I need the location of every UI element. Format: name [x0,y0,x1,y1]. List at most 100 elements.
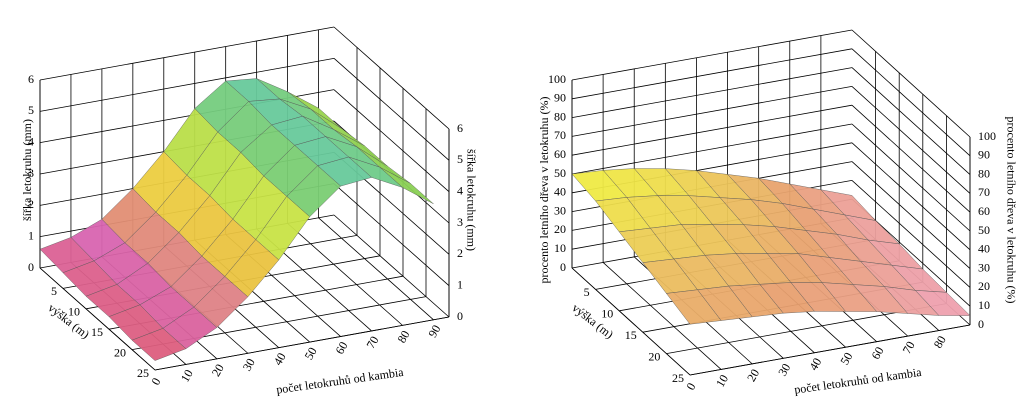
grid-line [333,58,450,161]
grid-line [851,48,971,157]
z-axis-title: šířka letokruhu (mm) [464,149,478,251]
z-tick-label: 10 [554,241,566,255]
z-tick-label: 30 [978,260,990,274]
x-tick-label: 80 [394,328,412,345]
grid-line [333,183,450,286]
grid-line [318,217,434,321]
y-tick-label: 5 [584,285,590,299]
x-tick-label: 10 [713,372,731,389]
y-tick-label: 20 [648,349,660,363]
z-tick-label: 1 [457,277,463,291]
x-axis-title: počet letokruhů od kambia [275,365,405,397]
grid-line [851,142,971,251]
y-tick-label: 15 [91,325,103,339]
x-tick-label: 40 [806,355,824,372]
x-tick-label: 50 [837,350,855,367]
z-axis-title: procento letního dřeva v letokruhu (%) [537,97,551,284]
x-tick-label: 60 [333,339,351,356]
grid-line [851,67,971,175]
y-tick-label: 10 [68,305,80,319]
z-tick-label: 0 [28,260,34,274]
y-tick-label: 20 [114,345,126,359]
grid-line [571,29,853,81]
y-tick-label: 25 [137,366,149,380]
z-tick-label: 2 [457,246,463,260]
z-tick-label: 1 [28,228,34,242]
axis-line [571,267,691,376]
grid-line [39,26,335,81]
z-tick-label: 5 [28,103,34,117]
x-tick-label: 20 [209,362,227,379]
z-tick-label: 70 [978,185,990,199]
x-tick-label: 20 [744,367,762,384]
z-tick-label: 80 [554,109,566,123]
z-tick-label: 3 [28,166,34,180]
z-tick-label: 60 [978,204,990,218]
y-tick-label: 25 [672,371,684,385]
x-tick-label: 60 [869,344,887,361]
x-tick-label: 0 [148,375,163,387]
z-tick-label: 3 [457,215,463,229]
z-tick-label: 2 [28,197,34,211]
surface-patch [379,166,434,205]
grid-line [333,214,450,318]
x-tick-label: 70 [900,339,918,356]
grid-line [287,223,403,326]
z-tick-label: 30 [554,203,566,217]
z-tick-label: 60 [554,147,566,161]
z-tick-label: 80 [978,166,990,180]
grid-line [851,123,971,232]
z-axis-title: šířka letokruhu (mm) [20,119,34,221]
x-tick-label: 0 [683,380,698,392]
z-tick-label: 6 [457,121,463,135]
grid-line [333,26,450,130]
z-tick-label: 0 [978,317,984,331]
z-tick-label: 0 [457,309,463,323]
z-tick-label: 70 [554,128,566,142]
z-tick-label: 4 [457,183,463,197]
x-tick-label: 70 [363,334,381,351]
z-tick-label: 50 [554,166,566,180]
grid-line [851,86,971,194]
z-tick-label: 90 [978,148,990,162]
z-tick-label: 50 [978,223,990,237]
grid-line [571,123,853,175]
surface-patch [666,289,722,325]
grid-line [851,161,971,269]
z-tick-label: 100 [978,129,996,143]
z-tick-label: 10 [978,298,990,312]
z-tick-label: 90 [554,91,566,105]
grid-line [571,86,853,137]
surface-patch [131,328,187,361]
x-tick-label: 10 [178,367,196,384]
grid-line [571,67,853,118]
x-tick-label: 80 [931,333,949,350]
z-tick-label: 100 [548,72,566,86]
z-tick-label: 5 [457,152,463,166]
axis-line [689,324,971,376]
grid-line [602,262,722,370]
x-tick-label: 30 [240,356,258,373]
x-tick-label: 30 [775,361,793,378]
z-tick-label: 40 [554,185,566,199]
grid-line [333,89,450,192]
axis-line [39,267,156,371]
y-tick-label: 10 [601,307,613,321]
z-tick-label: 20 [978,279,990,293]
grid-line [851,29,971,138]
axis-line [154,316,450,371]
z-tick-label: 6 [28,72,34,86]
x-tick-label: 50 [302,345,320,362]
grid-line [39,57,335,112]
y-tick-label: 15 [625,328,637,342]
z-tick-label: 20 [554,222,566,236]
grid-line [571,48,853,100]
z-tick-label: 4 [28,134,34,148]
z-axis-title: procento letního dřeva v letokruhu (%) [1004,117,1018,304]
x-tick-label: 90 [425,322,443,339]
grid-line [851,180,971,288]
z-tick-label: 0 [560,260,566,274]
grid-line [571,104,853,156]
